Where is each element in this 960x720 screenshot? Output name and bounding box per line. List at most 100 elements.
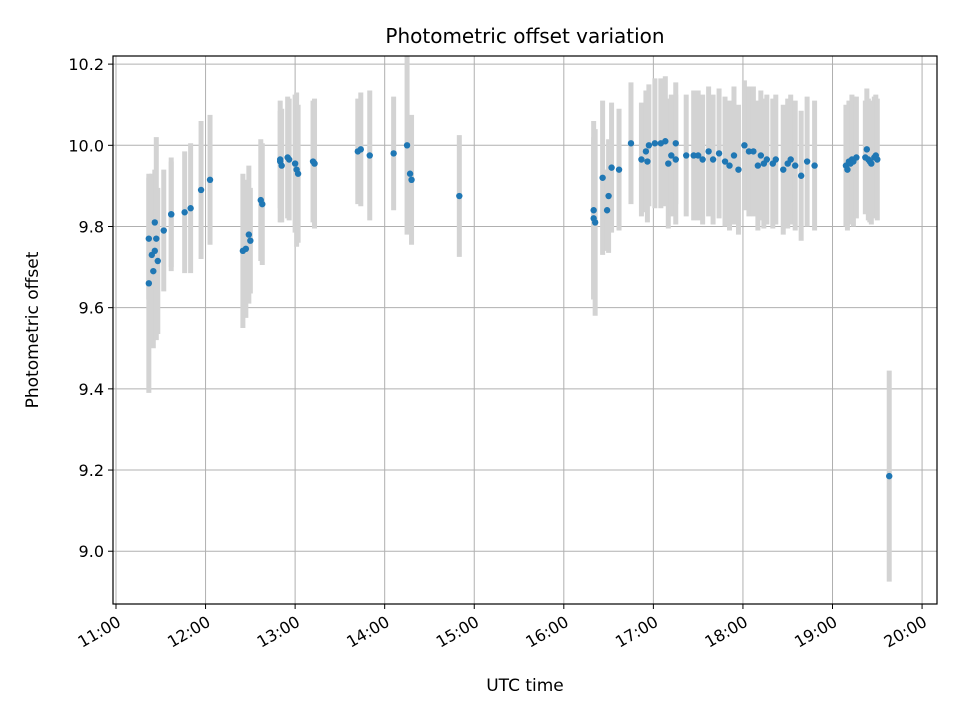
data-point xyxy=(605,192,612,200)
y-axis-label: Photometric offset xyxy=(23,251,43,408)
data-point xyxy=(886,472,893,480)
data-point xyxy=(154,257,161,265)
data-point xyxy=(741,142,748,149)
y-tick-label: 10.0 xyxy=(68,136,104,155)
data-point xyxy=(259,200,266,208)
data-point xyxy=(694,152,702,159)
data-point xyxy=(591,219,599,226)
data-point xyxy=(615,166,623,173)
data-point xyxy=(406,170,414,177)
x-tick-label: 19:00 xyxy=(791,612,840,652)
data-point xyxy=(187,205,194,212)
x-tick-label: 18:00 xyxy=(702,612,751,652)
data-point xyxy=(672,156,679,163)
data-point xyxy=(721,158,729,165)
data-point xyxy=(803,158,811,165)
data-point xyxy=(206,176,214,184)
x-axis-ticks: 11:00 12:00 13:00 14:00 15:00 16:00 17:00 18:00… xyxy=(75,604,930,652)
data-point xyxy=(245,231,253,238)
data-point xyxy=(150,267,157,275)
data-point xyxy=(285,156,293,163)
data-point xyxy=(874,156,881,163)
data-point xyxy=(791,162,799,169)
data-point xyxy=(797,172,805,179)
data-point xyxy=(151,247,158,255)
x-tick-label: 17:00 xyxy=(612,612,661,652)
x-tick-label: 12:00 xyxy=(164,612,213,652)
y-tick-label: 9.0 xyxy=(79,542,104,561)
data-point xyxy=(145,235,153,242)
x-axis-label: UTC time xyxy=(486,676,564,696)
data-point xyxy=(665,160,672,167)
data-point xyxy=(160,227,167,234)
data-point xyxy=(408,176,415,184)
data-point xyxy=(599,174,606,181)
data-point xyxy=(181,209,188,216)
data-point xyxy=(730,152,738,159)
data-point xyxy=(672,140,679,147)
data-point xyxy=(709,156,717,163)
data-point xyxy=(642,148,650,155)
data-point xyxy=(726,162,733,169)
data-point xyxy=(772,156,779,163)
data-point xyxy=(456,192,463,200)
x-tick-label: 15:00 xyxy=(433,612,482,652)
data-point xyxy=(145,280,153,287)
data-point xyxy=(715,150,723,157)
data-point xyxy=(844,166,851,173)
data-point xyxy=(638,156,645,163)
data-point xyxy=(403,142,411,149)
y-tick-label: 10.2 xyxy=(68,55,104,74)
data-point xyxy=(311,160,318,167)
x-tick-label: 14:00 xyxy=(343,612,392,652)
data-point xyxy=(668,152,675,159)
data-point xyxy=(853,154,860,161)
y-tick-label: 9.6 xyxy=(79,299,104,318)
data-point xyxy=(705,148,712,155)
data-point xyxy=(242,245,250,253)
data-point xyxy=(608,164,615,171)
data-point xyxy=(168,211,175,218)
data-point xyxy=(754,162,762,169)
data-point xyxy=(644,158,651,165)
y-tick-label: 9.4 xyxy=(79,380,104,399)
x-tick-label: 11:00 xyxy=(75,612,124,652)
data-point xyxy=(153,235,160,242)
chart-title: Photometric offset variation xyxy=(385,24,664,48)
data-point xyxy=(197,186,205,194)
data-point xyxy=(863,146,871,153)
data-point xyxy=(291,160,299,167)
x-tick-label: 16:00 xyxy=(522,612,571,652)
data-point xyxy=(683,152,690,159)
data-point xyxy=(662,138,669,145)
data-point xyxy=(603,207,611,214)
data-point xyxy=(366,152,373,159)
data-point xyxy=(750,148,757,155)
data-point xyxy=(390,150,397,157)
data-points xyxy=(145,138,893,480)
x-tick-label: 13:00 xyxy=(254,612,303,652)
data-point xyxy=(294,170,302,177)
data-point xyxy=(787,156,794,163)
data-point xyxy=(278,162,285,169)
data-point xyxy=(763,156,771,163)
data-point xyxy=(690,152,697,159)
data-point xyxy=(811,162,818,169)
y-axis-ticks: 9.0 9.2 9.4 9.6 9.8 10.0 10.2 xyxy=(68,55,113,561)
y-tick-label: 9.8 xyxy=(79,217,104,236)
data-point xyxy=(735,166,742,173)
data-point xyxy=(627,140,635,147)
data-point xyxy=(357,146,364,153)
x-tick-label: 20:00 xyxy=(881,612,930,652)
data-point xyxy=(868,160,875,167)
data-point xyxy=(699,156,706,163)
data-point xyxy=(745,148,753,155)
y-tick-label: 9.2 xyxy=(79,461,104,480)
data-point xyxy=(757,152,765,159)
data-point xyxy=(276,156,284,163)
data-point xyxy=(247,237,254,244)
plot-frame xyxy=(112,55,938,605)
error-bars xyxy=(146,56,892,582)
data-point xyxy=(151,219,158,226)
